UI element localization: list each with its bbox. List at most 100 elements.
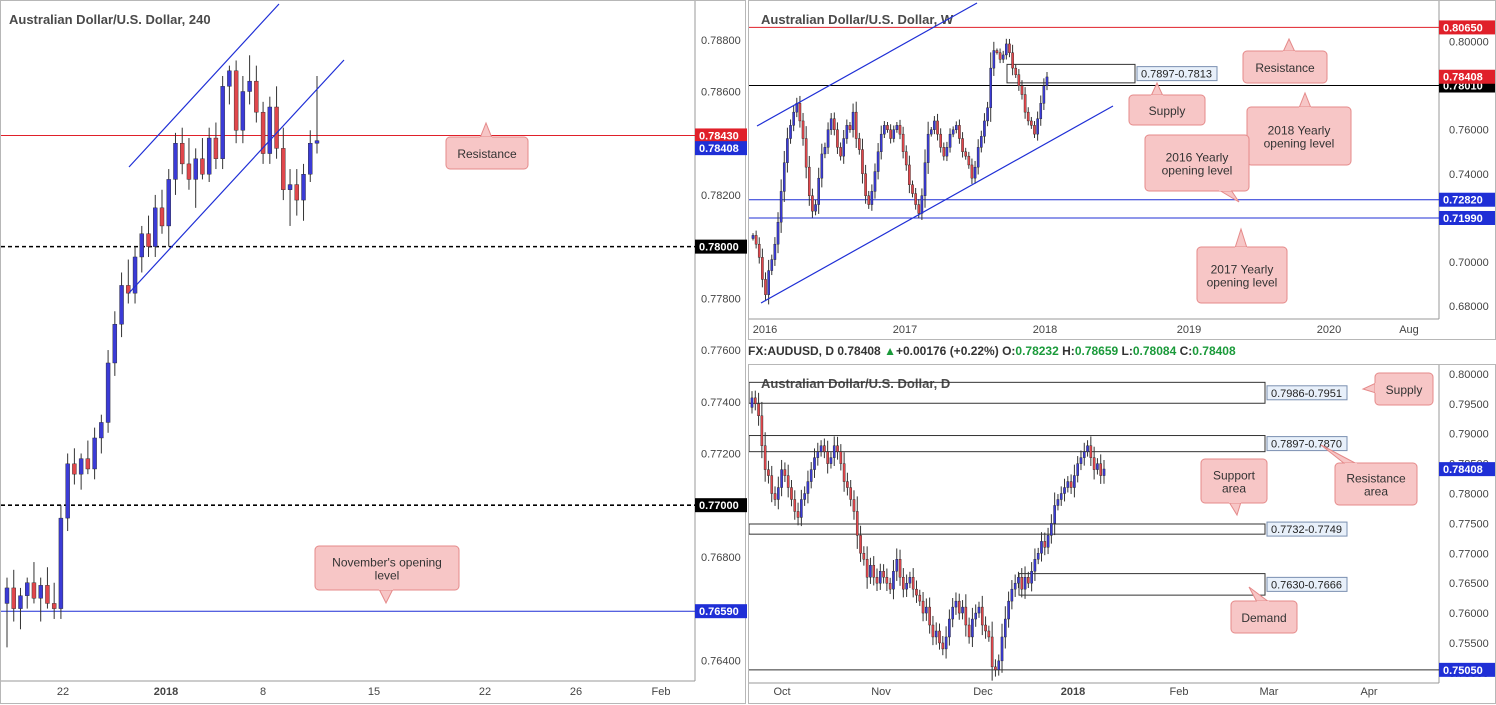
weekly-candle [1017,74,1021,86]
daily-candle [852,499,856,512]
daily-y-tick-label: 0.75500 [1449,638,1489,650]
weekly-x-tick-label: 2019 [1177,324,1201,336]
daily-y-tick-label: 0.77500 [1449,518,1489,530]
daily-support-callout-text: Support [1213,469,1256,483]
h4-candle [301,174,306,201]
daily-candle [1056,499,1060,506]
daily-candle [1059,493,1063,500]
daily-candle [1036,553,1040,560]
daily-candle [941,642,945,650]
weekly-candle [967,155,971,166]
weekly-chart-panel[interactable]: Australian Dollar/U.S. Dollar, W 0.80000… [748,0,1496,340]
daily-y-tick-label: 0.79500 [1449,399,1489,411]
weekly-candle [1020,85,1024,95]
daily-candle [898,559,902,578]
daily-candle [938,630,941,644]
weekly-candle [1030,120,1033,126]
h4-candle [233,70,239,131]
daily-support-callout-pointer [1228,501,1242,517]
weekly-candle [789,125,792,139]
daily-zone-tag: 0.7986-0.7951 [1271,388,1342,400]
daily-candle [1069,481,1073,488]
daily-zone-tag: 0.7630-0.7666 [1271,579,1342,591]
weekly-chart[interactable]: 0.800000.780000.760000.740000.720000.700… [749,1,1496,341]
weekly-candle [851,111,855,130]
daily-candle [994,666,997,671]
daily-chart-panel[interactable]: Australian Dollar/U.S. Dollar, D 0.80000… [748,364,1496,704]
daily-candle [961,606,964,614]
weekly-candle [895,125,899,130]
h4-candle [193,158,198,180]
daily-candle [1096,463,1099,470]
h4-candle [153,207,158,247]
daily-candle [862,553,866,560]
h4-y-tick-label: 0.77800 [701,293,741,305]
h4-x-tick-label: 22 [57,686,69,698]
daily-candle [1023,576,1027,590]
weekly-channel-upper-line [756,2,978,127]
daily-candle [885,576,889,584]
daily-candle [934,630,938,638]
weekly-candle [1042,85,1046,104]
weekly-candle [939,133,942,148]
daily-candle [971,618,974,638]
daily-demand-callout-pointer [1248,586,1271,603]
h4-level-tag-bg [695,128,747,143]
weekly-y-tick-label: 0.80000 [1449,37,1489,49]
h4-x-tick-label: 15 [368,686,380,698]
daily-candle [770,475,774,494]
h4-candle [240,91,246,131]
weekly-x-tick-label: 2018 [1033,324,1057,336]
weekly-candle [817,177,820,205]
weekly-candle [926,133,930,163]
daily-y-tick-label: 0.78000 [1449,489,1489,501]
daily-demand-callout: Demand [1230,586,1298,634]
h4-candle [294,184,299,201]
daily-candle [908,576,912,584]
weekly-candle [917,204,921,214]
h4-y-tick-label: 0.78800 [701,35,741,47]
weekly-candle [839,147,842,157]
daily-candle [925,606,928,614]
weekly-candle [873,171,877,192]
weekly-candle [1045,76,1049,86]
daily-zone-tag-bg [1266,385,1348,401]
weekly-candle [867,195,871,205]
daily-candle [878,571,882,584]
weekly-candle [786,138,789,163]
daily-chart[interactable]: 0.800000.795000.790000.785000.780000.775… [749,365,1496,705]
daily-candle [948,618,951,638]
daily-candle [928,606,931,626]
weekly-2017-yearly-callout-text: 2017 Yearly [1211,263,1274,277]
h4-level-tag: 0.78430 [699,130,739,142]
h4-candle [139,233,144,258]
h4-candle [92,437,97,470]
h4-chart[interactable]: 0.788000.786000.784000.782000.780000.778… [1,1,747,705]
h4-level-tag: 0.77000 [699,500,739,512]
h4-candle [85,458,91,470]
weekly-candle [858,138,861,150]
weekly-candle [767,270,770,295]
daily-candle [809,469,813,482]
weekly-candle [826,129,830,148]
weekly-candle [964,151,967,157]
daily-candle [1063,487,1066,494]
weekly-candle [995,50,999,53]
weekly-supply-callout-pointer [1150,81,1164,97]
daily-y-tick-label: 0.76500 [1449,578,1489,590]
h4-candle [78,458,84,475]
daily-candle [790,487,793,500]
daily-candle [836,445,839,452]
daily-candle [855,511,859,536]
weekly-2016-yearly-callout-text: 2016 Yearly [1166,151,1229,165]
daily-x-tick-label: Oct [773,686,790,698]
daily-candle [915,588,918,596]
weekly-chart-title: Australian Dollar/U.S. Dollar, W [761,12,954,27]
daily-candle [1076,463,1079,476]
weekly-supply-zone-tag-bg [1136,66,1218,82]
daily-zone-tag-bg [1266,576,1348,592]
h4-chart-panel[interactable]: Australian Dollar/U.S. Dollar, 240 0.788… [0,0,747,705]
weekly-candle [820,153,824,179]
h4-level-tag: 0.76590 [699,606,739,618]
